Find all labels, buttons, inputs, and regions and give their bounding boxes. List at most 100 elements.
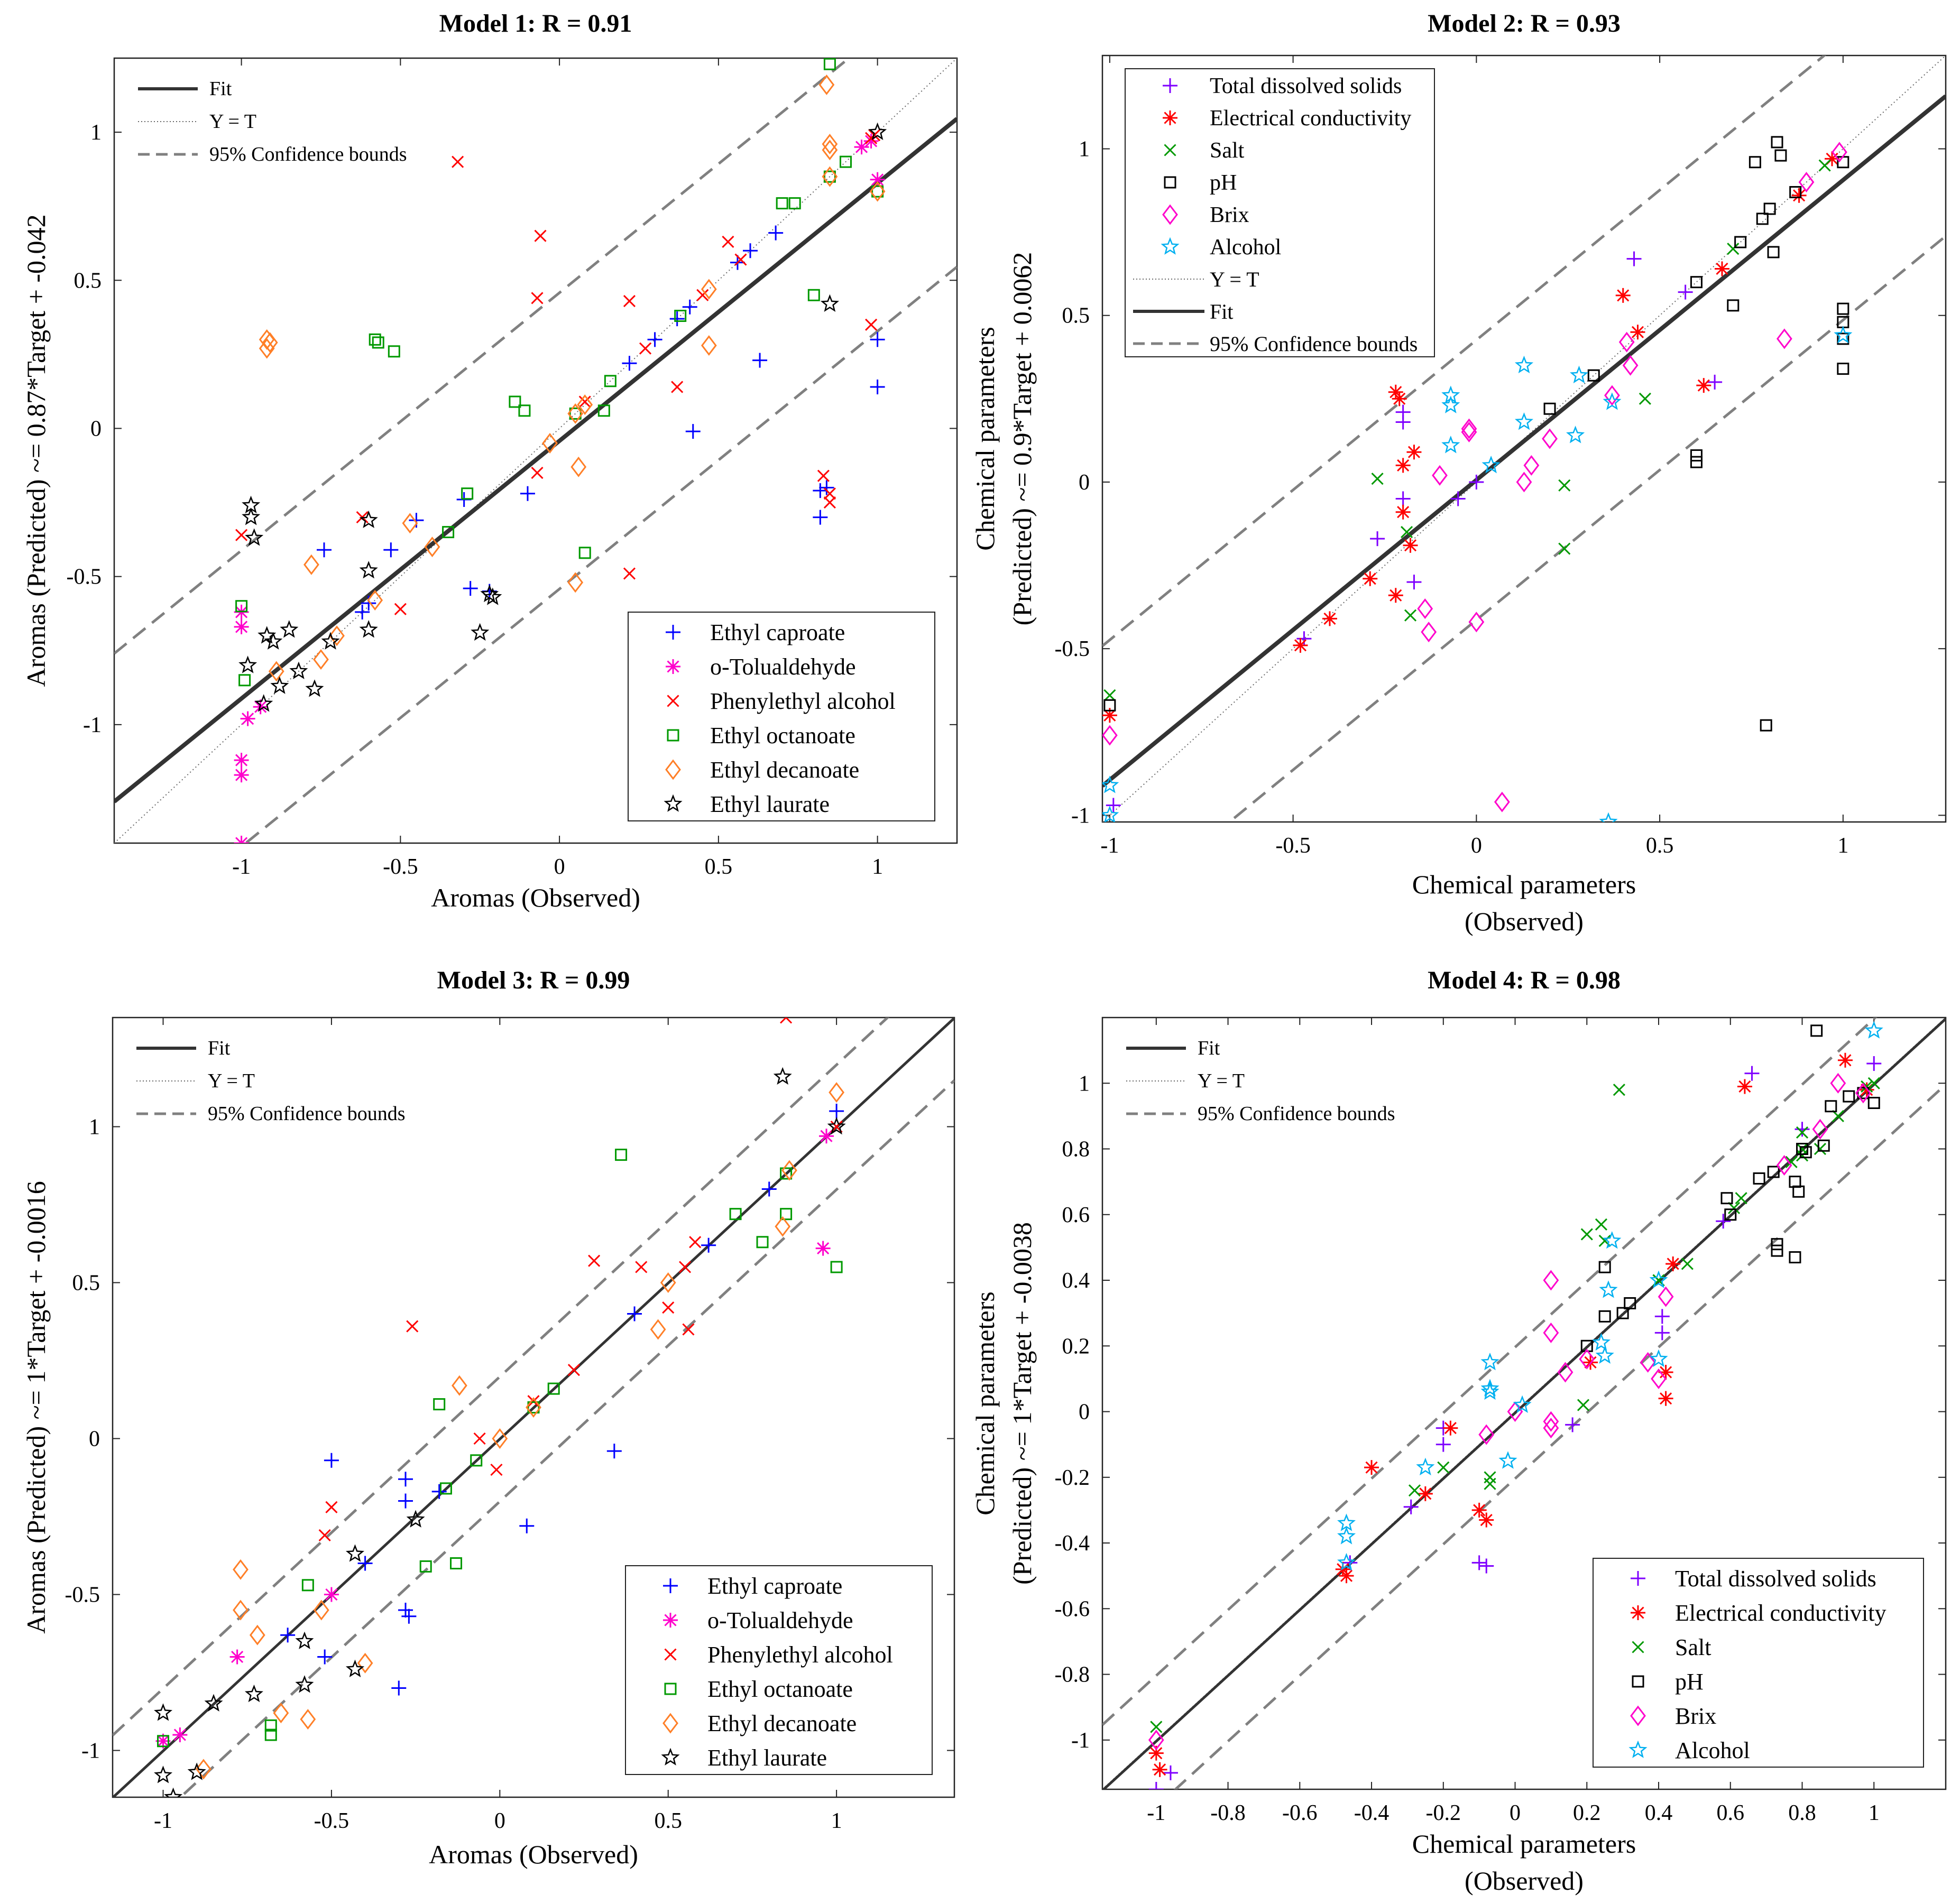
chart-panels: -1 -0.5 0 0.5 1 -1 -0.5 0 0.5 1 Model 1: R = 0.91 A… <box>21 10 1947 1896</box>
axis-ticks: -1 -0.5 0 0.5 1 -1 -0.5 0 0.5 1 <box>67 58 957 879</box>
series-ph <box>1103 136 1849 732</box>
data-point <box>1484 1477 1496 1490</box>
data-point <box>647 332 662 347</box>
data-point <box>1432 465 1448 486</box>
data-point <box>300 1709 316 1730</box>
legend-marker <box>1163 78 1177 93</box>
data-point <box>1102 725 1118 746</box>
data-point <box>359 561 378 579</box>
chart-panel-1: -1 -0.5 0 0.5 1 -1 -0.5 0 0.5 1 Model 1: R = 0.91 A… <box>21 10 958 912</box>
legend-marker <box>1630 1705 1646 1726</box>
data-point <box>509 395 521 408</box>
data-point <box>1771 1244 1783 1257</box>
data-point <box>313 1600 329 1621</box>
data-point <box>1832 1110 1844 1122</box>
data-point <box>1622 355 1639 376</box>
data-point <box>527 1395 540 1408</box>
data-point <box>490 1463 503 1476</box>
data-point <box>1604 385 1620 406</box>
x-tick-label: -0.5 <box>383 855 418 879</box>
data-point <box>1543 1418 1559 1439</box>
data-point <box>823 487 836 500</box>
x-tick-label: -1 <box>1147 1801 1165 1825</box>
data-point <box>775 1216 791 1237</box>
data-point <box>1468 612 1485 633</box>
data-point <box>1654 1325 1670 1341</box>
data-point <box>1867 1077 1880 1089</box>
reference-lines <box>114 58 957 843</box>
data-point <box>1443 1420 1458 1436</box>
data-point <box>1339 1568 1354 1584</box>
data-point <box>303 554 319 575</box>
data-point <box>1756 212 1769 225</box>
data-point <box>722 235 734 248</box>
data-point <box>696 289 709 301</box>
data-point <box>442 526 455 539</box>
x-tick-label: -1 <box>154 1809 172 1833</box>
series-brix <box>1102 142 1847 812</box>
data-point <box>1599 812 1618 822</box>
legend-marker <box>664 1683 677 1695</box>
data-point <box>1371 473 1384 485</box>
y-tick-label: -1 <box>1071 803 1090 828</box>
y-tick-label: 0 <box>89 1427 100 1452</box>
legend-entry-label: Alcohol <box>1210 235 1281 260</box>
data-point <box>1595 1218 1607 1231</box>
data-point <box>1825 151 1840 167</box>
data-point <box>1774 149 1787 162</box>
legend-lines: Fit Y = T 95% Confidence bounds <box>136 1037 406 1125</box>
data-point <box>155 1733 171 1749</box>
data-point <box>1735 1192 1747 1205</box>
series-phenylethyl-alcohol <box>318 1018 843 1541</box>
data-point <box>776 197 788 210</box>
data-point <box>1665 1256 1681 1271</box>
series-salt <box>1150 1077 1880 1733</box>
data-point <box>204 1694 223 1712</box>
legend-marker <box>665 759 681 780</box>
data-point <box>1763 202 1776 215</box>
data-point <box>471 623 490 641</box>
data-point <box>1737 1079 1752 1094</box>
y-axis-label-line2: (Predicted) ~= 0.9*Target + 0.0062 <box>1007 252 1037 626</box>
data-point <box>1626 251 1642 266</box>
data-point <box>567 403 584 424</box>
legend-series: Ethyl caproate o-Tolualdehyde Phenylethyl … <box>625 1565 933 1775</box>
data-point <box>1421 622 1437 643</box>
axis-ticks: -1 -0.5 0 0.5 1 -1 -0.5 0 0.5 1 <box>65 1018 954 1833</box>
data-point <box>1148 1782 1164 1789</box>
data-point <box>1598 1261 1611 1273</box>
data-point <box>1401 525 1413 539</box>
legend-entry-label: Ethyl decanoate <box>707 1711 857 1736</box>
data-point <box>678 1261 692 1273</box>
data-point <box>578 547 591 559</box>
data-point <box>1103 689 1116 701</box>
legend-marker <box>663 1613 678 1628</box>
chart-title: Model 2: R = 0.93 <box>1428 10 1621 38</box>
data-point <box>264 1729 277 1741</box>
data-point <box>264 632 283 650</box>
data-point <box>1649 1349 1668 1367</box>
data-point <box>822 134 838 154</box>
data-point <box>1370 531 1385 547</box>
data-point <box>483 587 502 605</box>
data-point <box>1337 1527 1356 1545</box>
data-point <box>367 590 383 611</box>
y-tick-label: -1 <box>1071 1729 1090 1753</box>
data-point <box>823 58 836 70</box>
series-electrical-conductivity <box>1102 151 1840 723</box>
series-alcohol <box>1337 1021 1883 1571</box>
data-point <box>768 225 784 241</box>
legend-entry-label: Total dissolved solids <box>1210 74 1402 98</box>
data-point <box>1720 1192 1733 1205</box>
data-point <box>1523 455 1540 476</box>
data-point <box>305 679 324 697</box>
x-tick-label: 0 <box>494 1809 505 1833</box>
legend-entry-label: Ethyl caproate <box>707 1573 842 1599</box>
series-o-tolualdehyde <box>155 1129 834 1749</box>
data-point <box>234 619 249 634</box>
data-point <box>1513 1395 1532 1413</box>
legend-entry-label: Y = T <box>209 110 256 133</box>
data-point <box>1580 1228 1593 1241</box>
data-point <box>761 1181 777 1197</box>
legend-marker <box>667 729 679 742</box>
